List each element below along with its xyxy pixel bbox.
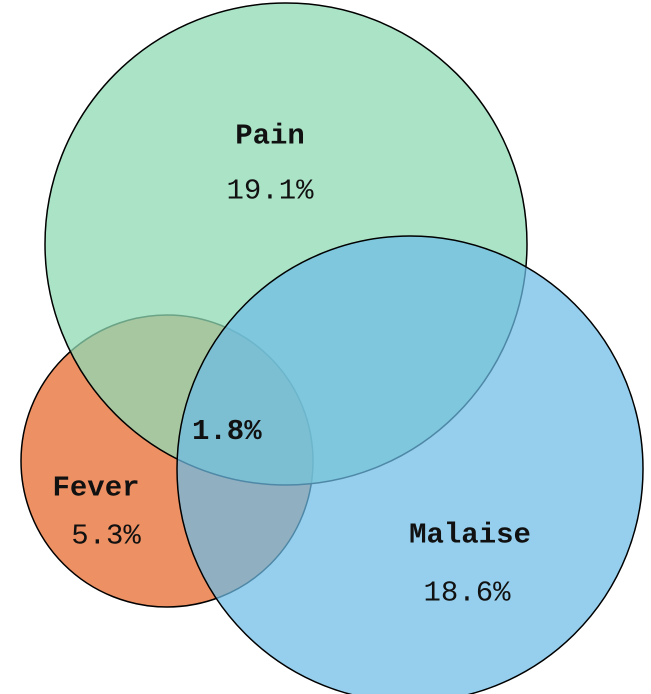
set-value: 18.6% — [423, 577, 511, 610]
set-value: 5.3% — [71, 520, 141, 553]
set-name: Pain — [235, 120, 305, 153]
set-name: Fever — [52, 472, 139, 505]
intersection-label: 1.8% — [192, 415, 262, 448]
set-circle — [176, 235, 644, 694]
set-value: 19.1% — [226, 175, 314, 208]
set-name: Malaise — [409, 519, 531, 552]
